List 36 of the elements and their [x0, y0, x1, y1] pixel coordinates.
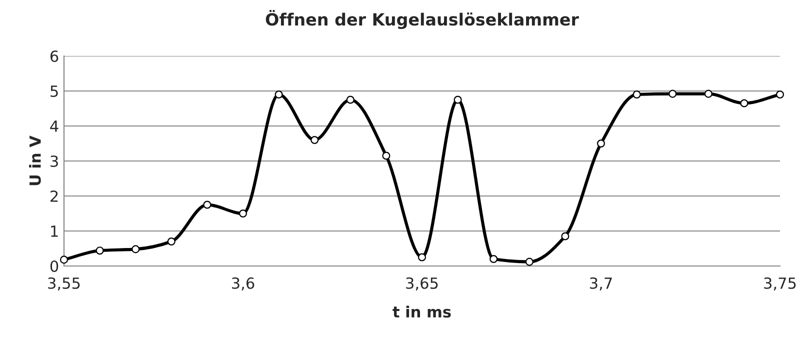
y-tick-label: 2 [50, 190, 58, 202]
y-tick-label: 5 [50, 86, 58, 98]
point [382, 152, 390, 160]
y-tick-label: 3 [50, 155, 58, 168]
x-tick-label: 3,6 [232, 277, 254, 290]
x-axis-title: t in ms [392, 306, 451, 318]
point [704, 90, 712, 98]
x-tick-label: 3,55 [48, 277, 80, 290]
x-tick-label: 3,75 [764, 277, 796, 290]
x-tick-label: 3,65 [406, 277, 438, 290]
point [132, 245, 140, 254]
point [490, 254, 498, 264]
chart-title: Öffnen der Kugelauslöseklammer [266, 10, 579, 30]
y-tick-label: 4 [50, 120, 58, 132]
point [203, 200, 212, 209]
point [60, 256, 68, 264]
point [310, 136, 319, 144]
x-tick-label: 3,7 [590, 277, 612, 290]
point [596, 139, 606, 148]
y-tick-label: 1 [51, 226, 58, 237]
point [167, 237, 176, 246]
point [668, 90, 677, 98]
y-tick-label: 0 [50, 260, 58, 272]
point [96, 246, 104, 255]
y-tick-label: 6 [50, 50, 58, 62]
point [632, 90, 641, 99]
point [274, 90, 283, 99]
point [418, 253, 426, 262]
point [776, 90, 784, 99]
point [238, 209, 248, 218]
point [561, 232, 570, 240]
y-axis-title: U in V [29, 136, 41, 186]
point [525, 258, 534, 266]
point [740, 99, 748, 108]
point [346, 96, 354, 104]
point [454, 96, 462, 104]
